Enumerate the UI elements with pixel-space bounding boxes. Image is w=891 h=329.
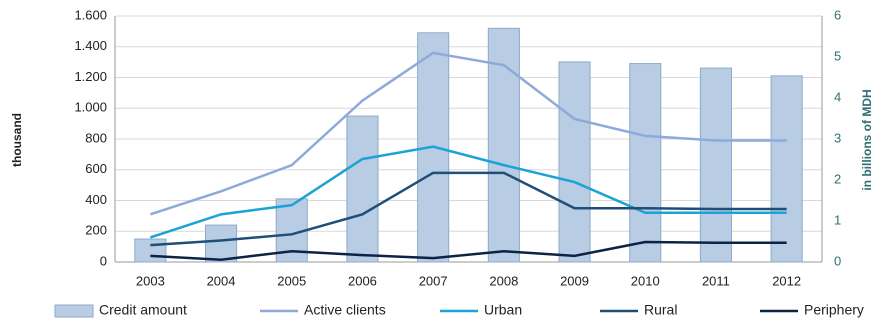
legend-label: Active clients — [304, 302, 386, 318]
y-tick-label: 1.000 — [74, 100, 107, 115]
y2-axis-label: in billions of MDH — [860, 89, 874, 190]
line — [150, 240, 787, 261]
y2-tick-label: 5 — [834, 48, 841, 63]
x-tick-label: 2011 — [702, 273, 730, 288]
line — [149, 51, 787, 216]
x-tick-label: 2005 — [277, 273, 306, 288]
y-tick-label: 800 — [85, 130, 107, 145]
y2-tick-label: 6 — [834, 7, 841, 22]
x-tick-label: 2003 — [136, 273, 165, 288]
x-tick-label: 2006 — [348, 273, 377, 288]
y-tick-label: 200 — [85, 223, 107, 238]
bar — [629, 63, 662, 263]
x-tick-label: 2008 — [489, 273, 518, 288]
x-tick-label: 2010 — [631, 273, 660, 288]
y-axis-label: thousand — [10, 113, 24, 167]
y2-tick-label: 1 — [834, 212, 841, 227]
y2-tick-label: 3 — [834, 130, 841, 145]
x-tick-label: 2012 — [772, 273, 801, 288]
bar — [699, 67, 733, 263]
bar — [770, 75, 803, 263]
y-tick-label: 1.200 — [74, 69, 107, 84]
line — [149, 145, 787, 239]
bar — [558, 61, 591, 263]
bar — [204, 224, 238, 263]
bar — [487, 27, 520, 263]
y2-tick-label: 2 — [834, 171, 841, 186]
legend-label: Credit amount — [99, 302, 187, 318]
bar — [134, 238, 167, 263]
legend-label: Urban — [484, 302, 522, 318]
x-tick-label: 2004 — [207, 273, 236, 288]
x-tick-label: 2007 — [419, 273, 448, 288]
legend-swatch — [54, 304, 94, 318]
y-tick-label: 1.400 — [74, 38, 107, 53]
y-tick-label: 400 — [85, 192, 107, 207]
y2-tick-label: 4 — [834, 89, 841, 104]
y-tick-label: 0 — [100, 253, 107, 268]
legend-label: Rural — [644, 302, 677, 318]
y-tick-label: 1.600 — [74, 7, 107, 22]
x-tick-label: 2009 — [560, 273, 589, 288]
y-tick-label: 600 — [85, 161, 107, 176]
bar — [346, 115, 379, 263]
legend-label: Periphery — [804, 302, 864, 318]
y2-tick-label: 0 — [834, 253, 841, 268]
line — [150, 171, 787, 247]
